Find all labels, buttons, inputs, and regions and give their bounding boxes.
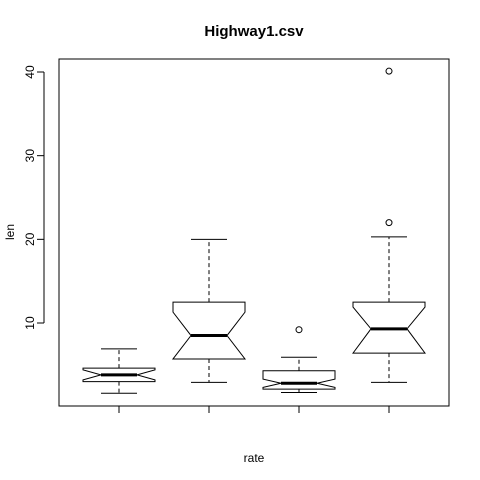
y-tick-label: 20: [23, 232, 37, 246]
plot-frame: [58, 58, 450, 407]
box-3: [262, 326, 336, 393]
y-tick-label: 40: [23, 65, 37, 79]
y-tick-label: 30: [23, 149, 37, 163]
notched-box: [262, 370, 336, 390]
y-axis: 10 20 30 40: [23, 65, 45, 330]
box-4: [352, 67, 426, 383]
y-tick-label: 10: [23, 316, 37, 330]
box-2: [171, 238, 247, 383]
outlier-point: [385, 219, 393, 227]
outlier-point: [385, 67, 393, 75]
y-axis-label: len: [3, 224, 17, 240]
boxes-group: [82, 67, 426, 394]
x-axis: [118, 405, 390, 413]
box-1: [82, 348, 156, 394]
chart-title: Highway1.csv: [204, 23, 304, 40]
notched-box: [171, 301, 247, 360]
x-axis-label: rate: [244, 451, 265, 465]
outlier-point: [295, 326, 303, 334]
